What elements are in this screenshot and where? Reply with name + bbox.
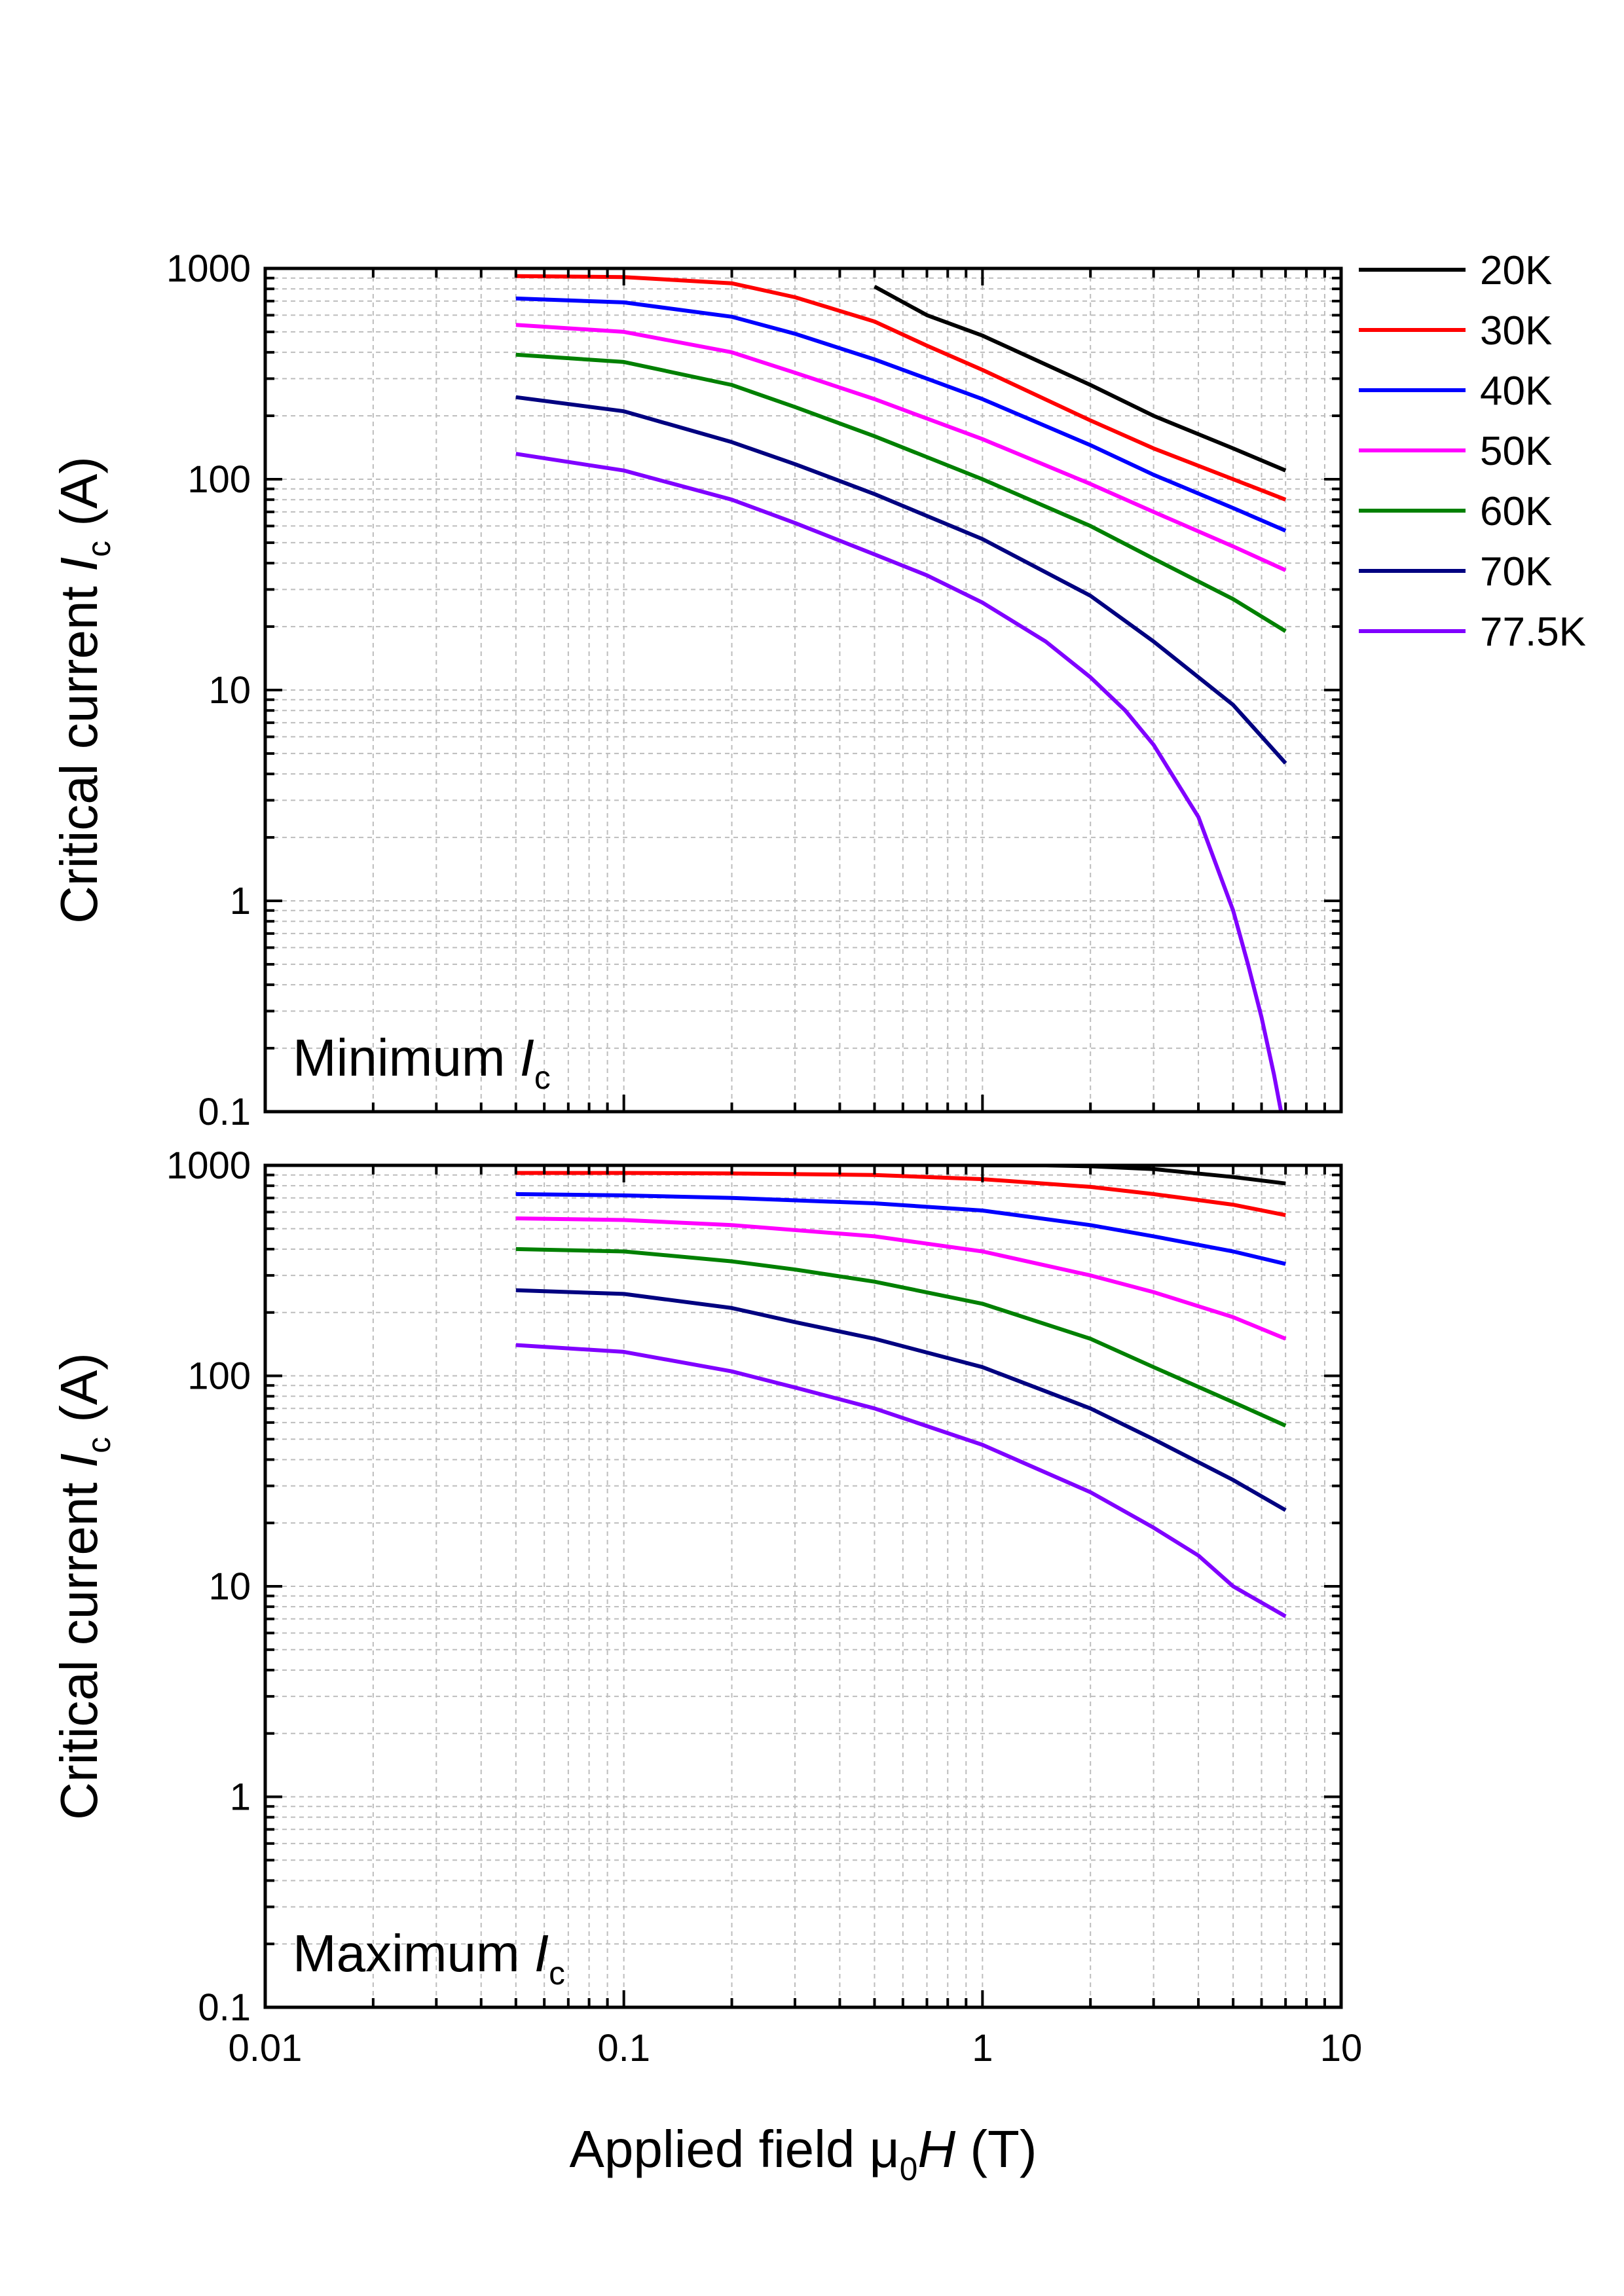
series-line-60K	[515, 352, 1287, 633]
series-line-30K	[515, 274, 1287, 501]
grid	[265, 1165, 1341, 2007]
series-line-40K	[515, 296, 1287, 533]
x-tick-label: 0.01	[229, 2027, 303, 2069]
y-tick-label: 100	[187, 458, 251, 501]
y-tick-label: 0.1	[198, 1986, 251, 2029]
y-tick-label: 1	[230, 1776, 251, 1819]
legend-label-50K: 50K	[1480, 429, 1552, 474]
grid	[265, 268, 1341, 1112]
series-line-40K	[515, 1192, 1286, 1266]
series-line-50K	[515, 323, 1287, 572]
y-axis-label: Critical current Ic (A)	[50, 1353, 117, 1820]
series-line-20K	[982, 1165, 1286, 1186]
y-tick-label: 10	[208, 1565, 251, 1608]
y-tick-label: 0.1	[198, 1091, 251, 1133]
y-tick-label: 10	[208, 669, 251, 712]
series-line-50K	[515, 1216, 1287, 1341]
legend-label-30K: 30K	[1480, 308, 1552, 354]
y-axis-label: Critical current Ic (A)	[50, 456, 117, 924]
legend-label-60K: 60K	[1480, 489, 1552, 534]
panel-label: Minimum Ic	[293, 1029, 551, 1096]
panel-label: Maximum Ic	[293, 1924, 565, 1992]
legend-label-40K: 40K	[1480, 369, 1552, 414]
series-group	[515, 1165, 1287, 1618]
x-axis-label: Applied field μ0H (T)	[570, 2120, 1037, 2187]
y-tick-label: 1000	[166, 1144, 251, 1187]
x-tick-label: 1	[972, 2027, 993, 2069]
legend-label-20K: 20K	[1480, 248, 1552, 293]
y-tick-label: 1	[230, 880, 251, 922]
series-line-70K	[515, 1288, 1287, 1512]
legend: 20K 30K 40K 50K 60K 70K 77.5K	[1359, 248, 1586, 655]
y-tick-label: 1000	[166, 247, 251, 290]
x-tick-label: 0.1	[597, 2027, 650, 2069]
ticks	[264, 267, 1342, 1113]
series-line-77.5K	[515, 452, 1283, 1112]
legend-label-77.5K: 77.5K	[1480, 610, 1586, 655]
series-line-20K	[874, 285, 1287, 473]
legend-label-70K: 70K	[1480, 549, 1552, 594]
series-line-70K	[515, 395, 1287, 765]
y-tick-label: 100	[187, 1355, 251, 1398]
x-tick-label: 10	[1320, 2027, 1363, 2069]
series-line-77.5K	[515, 1343, 1287, 1618]
ticks	[264, 1164, 1342, 2009]
top-panel: 0.1 1 10 100 1000 Minimum Ic Critical current …	[50, 247, 1343, 1133]
series-group	[515, 274, 1287, 1112]
series-line-60K	[515, 1247, 1287, 1428]
